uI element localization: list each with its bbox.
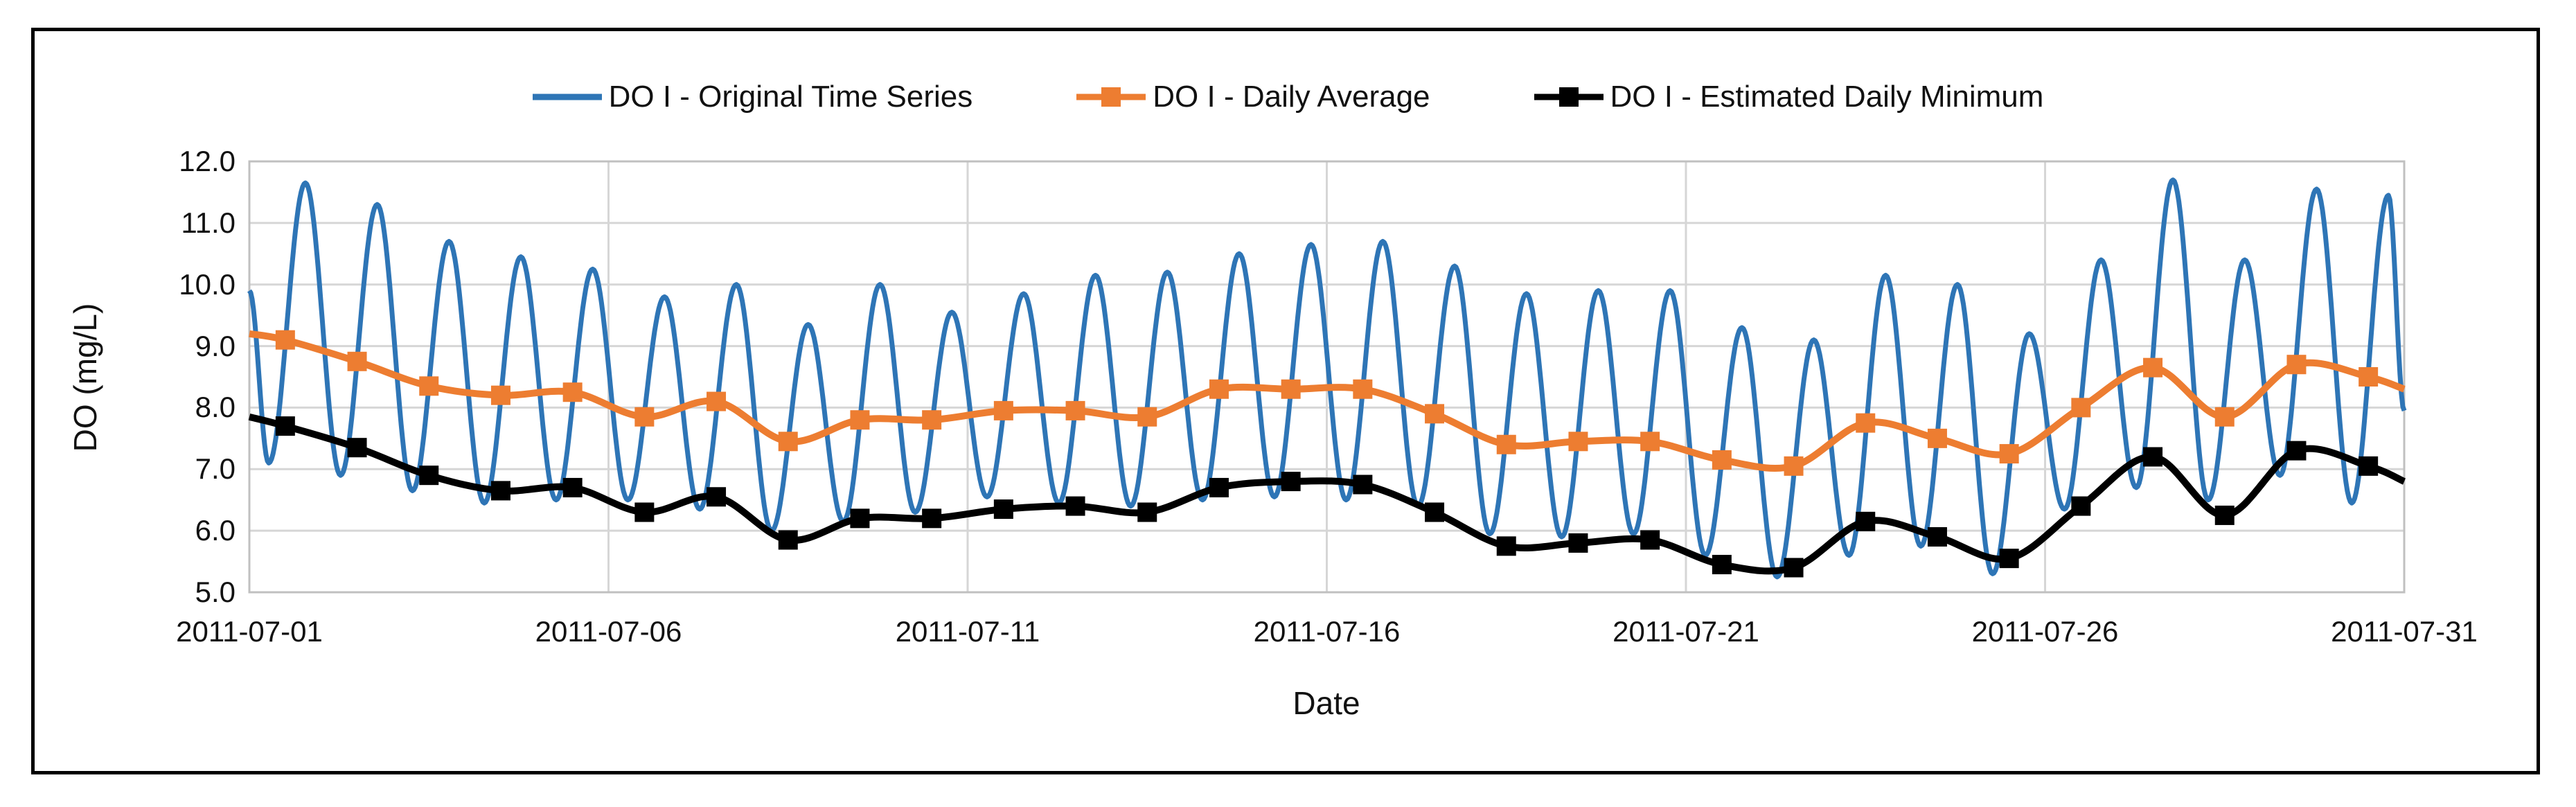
marker-estimated-daily-minimum bbox=[2214, 505, 2235, 525]
marker-daily-average bbox=[922, 410, 942, 430]
marker-daily-average bbox=[1496, 434, 1516, 454]
marker-daily-average bbox=[419, 376, 439, 396]
marker-daily-average bbox=[1712, 450, 1732, 470]
marker-estimated-daily-minimum bbox=[1856, 511, 1876, 531]
y-tick-label: 5.0 bbox=[195, 576, 236, 608]
marker-estimated-daily-minimum bbox=[634, 502, 655, 522]
x-tick-label: 2011-07-21 bbox=[1613, 615, 1759, 648]
marker-estimated-daily-minimum bbox=[419, 465, 439, 486]
legend-line-sample-icon bbox=[1534, 87, 1604, 107]
marker-daily-average bbox=[634, 407, 655, 427]
x-tick-label: 2011-07-06 bbox=[535, 615, 682, 648]
marker-daily-average bbox=[1065, 400, 1085, 420]
marker-daily-average bbox=[1425, 404, 1445, 424]
y-tick-label: 7.0 bbox=[195, 452, 236, 486]
marker-daily-average bbox=[562, 382, 583, 402]
marker-estimated-daily-minimum bbox=[1927, 527, 1947, 547]
marker-daily-average bbox=[1927, 428, 1947, 448]
x-tick-label: 2011-07-11 bbox=[895, 615, 1040, 648]
y-tick-label: 10.0 bbox=[179, 267, 236, 301]
x-tick-label: 2011-07-16 bbox=[1253, 615, 1401, 648]
marker-daily-average bbox=[347, 351, 367, 371]
marker-daily-average bbox=[1856, 413, 1876, 433]
marker-daily-average bbox=[850, 410, 870, 430]
legend: DO I - Original Time Series DO I - Daily … bbox=[0, 69, 2576, 125]
marker-estimated-daily-minimum bbox=[1568, 533, 1588, 553]
y-tick-label: 9.0 bbox=[195, 329, 236, 362]
marker-daily-average bbox=[1640, 432, 1660, 452]
legend-item-3: DO I - Estimated Daily Minimum bbox=[1534, 80, 2044, 114]
x-tick-label: 2011-07-31 bbox=[2331, 615, 2478, 648]
marker-estimated-daily-minimum bbox=[1640, 530, 1660, 550]
marker-estimated-daily-minimum bbox=[1353, 475, 1373, 495]
marker-daily-average bbox=[2143, 357, 2163, 378]
legend-item-1: DO I - Original Time Series bbox=[532, 80, 973, 114]
marker-daily-average bbox=[707, 391, 727, 411]
marker-daily-average bbox=[2071, 398, 2091, 418]
marker-estimated-daily-minimum bbox=[922, 508, 942, 529]
y-tick-label: 12.0 bbox=[179, 145, 236, 177]
marker-estimated-daily-minimum bbox=[2143, 447, 2163, 467]
marker-estimated-daily-minimum bbox=[1425, 502, 1445, 522]
marker-daily-average bbox=[1999, 444, 2019, 464]
marker-estimated-daily-minimum bbox=[1137, 502, 1157, 522]
legend-label: DO I - Daily Average bbox=[1153, 80, 1430, 114]
marker-daily-average bbox=[778, 432, 798, 452]
marker-estimated-daily-minimum bbox=[562, 477, 583, 497]
y-tick-label: 6.0 bbox=[195, 514, 236, 547]
marker-estimated-daily-minimum bbox=[1496, 536, 1516, 556]
marker-estimated-daily-minimum bbox=[993, 499, 1013, 520]
marker-estimated-daily-minimum bbox=[2071, 496, 2091, 516]
legend-label: DO I - Original Time Series bbox=[608, 80, 973, 114]
marker-estimated-daily-minimum bbox=[2359, 456, 2379, 476]
marker-estimated-daily-minimum bbox=[1999, 549, 2019, 569]
y-tick-label: 11.0 bbox=[181, 206, 236, 239]
plot-border bbox=[248, 160, 2406, 594]
marker-estimated-daily-minimum bbox=[1784, 558, 1804, 578]
marker-estimated-daily-minimum bbox=[347, 438, 367, 458]
legend-line-sample-icon bbox=[532, 94, 602, 100]
marker-estimated-daily-minimum bbox=[1281, 472, 1301, 492]
marker-daily-average bbox=[490, 385, 510, 405]
marker-daily-average bbox=[1568, 432, 1588, 452]
marker-estimated-daily-minimum bbox=[1209, 477, 1229, 497]
marker-estimated-daily-minimum bbox=[1065, 496, 1085, 516]
series-line-original-time-series bbox=[247, 177, 2407, 580]
legend-label: DO I - Estimated Daily Minimum bbox=[1610, 80, 2044, 114]
marker-daily-average bbox=[993, 400, 1013, 420]
x-tick-label: 2011-07-26 bbox=[1971, 615, 2119, 648]
legend-line-sample-icon bbox=[1076, 87, 1146, 107]
marker-daily-average bbox=[2214, 407, 2235, 427]
marker-daily-average bbox=[1281, 379, 1301, 399]
marker-daily-average bbox=[1137, 407, 1157, 427]
marker-daily-average bbox=[1784, 456, 1804, 476]
marker-estimated-daily-minimum bbox=[850, 508, 870, 529]
x-axis-title: Date bbox=[1293, 685, 1360, 721]
marker-estimated-daily-minimum bbox=[490, 481, 510, 501]
marker-estimated-daily-minimum bbox=[1712, 555, 1732, 575]
marker-daily-average bbox=[1353, 379, 1373, 399]
legend-item-2: DO I - Daily Average bbox=[1076, 80, 1430, 114]
marker-daily-average bbox=[2359, 367, 2379, 387]
marker-estimated-daily-minimum bbox=[707, 487, 727, 507]
marker-daily-average bbox=[2286, 355, 2307, 375]
x-tick-label: 2011-07-01 bbox=[176, 615, 323, 648]
marker-estimated-daily-minimum bbox=[778, 530, 798, 550]
marker-daily-average bbox=[275, 330, 295, 350]
marker-estimated-daily-minimum bbox=[2286, 441, 2307, 461]
marker-estimated-daily-minimum bbox=[275, 416, 295, 436]
y-tick-label: 8.0 bbox=[195, 391, 236, 424]
y-axis-title: DO (mg/L) bbox=[67, 303, 103, 452]
marker-daily-average bbox=[1209, 379, 1229, 399]
